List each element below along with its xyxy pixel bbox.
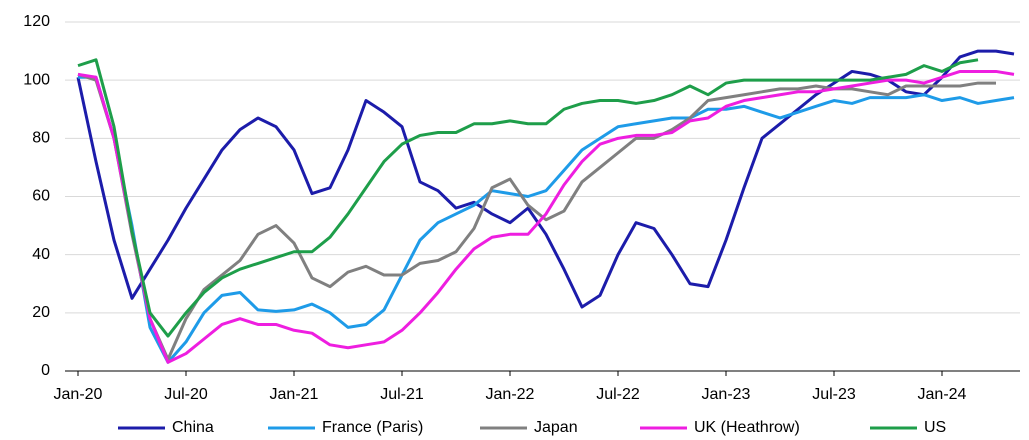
x-tick-label: Jan-22 <box>486 386 535 403</box>
x-tick-label: Jul-20 <box>164 386 208 403</box>
y-tick-label: 0 <box>41 362 50 379</box>
y-tick-label: 80 <box>32 130 50 147</box>
series-line <box>78 75 1015 364</box>
x-tick-label: Jan-20 <box>54 386 103 403</box>
x-tick-label: Jul-23 <box>812 386 856 403</box>
series-line <box>77 72 996 361</box>
x-tick-label: Jan-21 <box>270 386 319 403</box>
x-tick-label: Jul-21 <box>380 386 424 403</box>
legend-label: UK (Heathrow) <box>694 419 800 436</box>
legend-label: China <box>172 419 214 436</box>
y-tick-label: 100 <box>23 71 50 88</box>
legend-label: France (Paris) <box>322 419 423 436</box>
legend-label: US <box>924 419 946 436</box>
series-line <box>77 69 1015 364</box>
x-tick-label: Jan-23 <box>702 386 751 403</box>
y-tick-label: 120 <box>23 13 50 30</box>
x-tick-label: Jul-22 <box>596 386 640 403</box>
series-line <box>77 58 979 338</box>
series-line <box>76 49 1015 309</box>
x-tick-label: Jan-24 <box>918 386 967 403</box>
legend-label: Japan <box>534 419 578 436</box>
y-tick-label: 60 <box>32 188 50 205</box>
y-tick-label: 40 <box>32 246 50 263</box>
y-tick-label: 20 <box>32 304 50 321</box>
